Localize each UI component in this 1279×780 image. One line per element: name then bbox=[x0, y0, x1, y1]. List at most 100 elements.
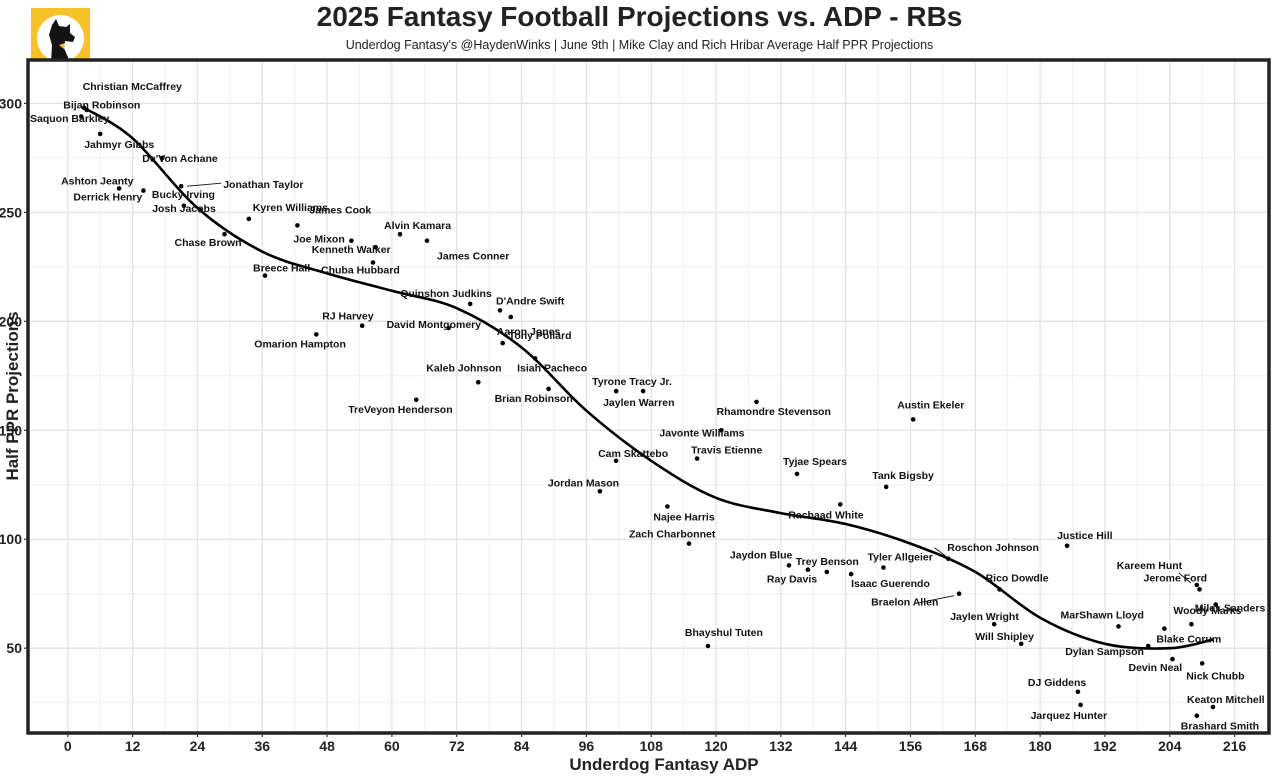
point-label: Rico Dowdle bbox=[986, 572, 1049, 584]
point-label: Christian McCaffrey bbox=[83, 81, 182, 93]
point-label: Najee Harris bbox=[653, 512, 714, 524]
point-marker bbox=[1213, 602, 1218, 607]
point-label: Quinshon Judkins bbox=[400, 288, 492, 300]
point-label: David Montgomery bbox=[387, 319, 482, 331]
point-label: Jarquez Hunter bbox=[1031, 710, 1107, 722]
point-label: Tyjae Spears bbox=[783, 456, 847, 468]
point-marker bbox=[640, 388, 646, 394]
point-label: Tyrone Tracy Jr. bbox=[592, 376, 672, 388]
point-label: Woody Marks bbox=[1173, 605, 1241, 617]
point-label: Isaac Guerendo bbox=[851, 578, 930, 590]
point-marker bbox=[613, 388, 619, 394]
tick-label-x: 216 bbox=[1223, 738, 1247, 754]
point-label: Saquon Barkley bbox=[30, 113, 110, 125]
point-marker bbox=[881, 565, 886, 570]
point-marker bbox=[1189, 621, 1194, 627]
point-marker bbox=[160, 155, 165, 161]
point-label: Nick Chubb bbox=[1186, 670, 1244, 682]
label-leader-line bbox=[919, 595, 955, 604]
label-leader-line bbox=[1178, 572, 1192, 584]
point-marker bbox=[848, 571, 854, 577]
point-marker bbox=[413, 397, 419, 403]
point-marker bbox=[665, 504, 670, 509]
point-label: Joe Mixon bbox=[293, 234, 344, 246]
tick-label-y: 100 bbox=[0, 531, 22, 547]
point-marker bbox=[838, 502, 843, 507]
point-marker bbox=[1194, 713, 1200, 718]
point-label: Justice Hill bbox=[1057, 530, 1113, 542]
point-label: Jaylen Wright bbox=[950, 611, 1019, 623]
data-labels: Christian McCaffrey Bijan RobinsonSaquon … bbox=[30, 81, 1265, 733]
point-label: Kaleb Johnson bbox=[426, 362, 501, 374]
y-axis-title: Half PPR Projections bbox=[3, 311, 22, 480]
point-label: Isiah Pacheco bbox=[517, 362, 587, 374]
point-marker bbox=[824, 569, 830, 575]
x-axis-title: Underdog Fantasy ADP bbox=[569, 755, 758, 774]
tick-label-x: 84 bbox=[514, 738, 530, 754]
point-label: Javonte Williams bbox=[659, 427, 744, 439]
point-label: Kenneth Walker bbox=[312, 244, 391, 256]
point-label: Jordan Mason bbox=[548, 477, 619, 489]
point-label: RJ Harvey bbox=[322, 311, 374, 323]
point-marker bbox=[97, 131, 103, 137]
point-label: TreVeyon Henderson bbox=[348, 404, 452, 416]
point-marker bbox=[883, 484, 889, 490]
point-marker bbox=[424, 238, 430, 243]
point-label: Bucky Irving bbox=[152, 189, 215, 201]
point-marker bbox=[497, 308, 503, 313]
point-label: Omarion Hampton bbox=[254, 338, 346, 350]
plot-frame bbox=[26, 58, 1271, 735]
point-marker bbox=[397, 231, 403, 237]
tick-label-x: 180 bbox=[1028, 738, 1052, 754]
point-marker bbox=[597, 489, 603, 494]
point-marker bbox=[1064, 543, 1070, 549]
point-marker bbox=[467, 301, 473, 307]
point-label: Kyren Williams bbox=[253, 202, 328, 214]
point-label: Tony Pollard bbox=[509, 330, 572, 342]
point-marker bbox=[246, 216, 252, 222]
tick-label-x: 72 bbox=[449, 738, 465, 754]
point-label: Rhamondre Stevenson bbox=[717, 406, 831, 418]
point-label: Blake Corum bbox=[1156, 634, 1221, 646]
tick-label-x: 120 bbox=[704, 738, 728, 754]
point-marker bbox=[997, 587, 1002, 592]
point-label: D'Andre Swift bbox=[496, 295, 565, 307]
point-marker bbox=[805, 567, 811, 572]
point-label: Ashton Jeanty bbox=[61, 175, 134, 187]
point-label: Ray Davis bbox=[767, 574, 817, 586]
tick-label-x: 108 bbox=[640, 738, 664, 754]
point-marker bbox=[694, 456, 700, 461]
point-marker bbox=[1194, 582, 1200, 588]
tick-label-x: 96 bbox=[579, 738, 595, 754]
point-marker bbox=[991, 621, 997, 627]
tick-label-x: 192 bbox=[1093, 738, 1117, 754]
point-marker bbox=[532, 356, 538, 361]
point-label: Devin Neal bbox=[1129, 662, 1183, 674]
axis-ticks: 0 12 24 36 48 60 72 84 96 108 120 132 144 156 168 180 19… bbox=[0, 95, 1246, 754]
point-marker bbox=[295, 223, 300, 228]
tick-label-y: 200 bbox=[0, 313, 22, 329]
tick-label-x: 168 bbox=[964, 738, 988, 754]
point-marker bbox=[178, 183, 184, 189]
label-leaders bbox=[187, 182, 1192, 604]
point-marker bbox=[508, 314, 514, 320]
point-label: Cam Skattebo bbox=[598, 448, 668, 460]
tick-label-x: 60 bbox=[384, 738, 400, 754]
point-label: DJ Giddens bbox=[1028, 677, 1087, 689]
point-label: Rachaad White bbox=[788, 509, 863, 521]
point-label: Brashard Smith bbox=[1181, 721, 1259, 733]
point-marker bbox=[794, 471, 800, 477]
point-marker bbox=[946, 556, 951, 562]
point-label: Chase Brown bbox=[175, 237, 242, 249]
point-marker bbox=[81, 105, 87, 111]
point-marker bbox=[546, 386, 551, 392]
point-label: Jerome Ford bbox=[1144, 572, 1208, 584]
point-label: Tank Bigsby bbox=[872, 470, 934, 482]
point-marker bbox=[222, 231, 227, 237]
point-marker bbox=[181, 203, 187, 209]
label-leader-line bbox=[934, 547, 946, 557]
point-label: Bhayshul Tuten bbox=[685, 627, 763, 639]
point-label: James Conner bbox=[437, 251, 509, 263]
point-marker bbox=[910, 417, 916, 422]
